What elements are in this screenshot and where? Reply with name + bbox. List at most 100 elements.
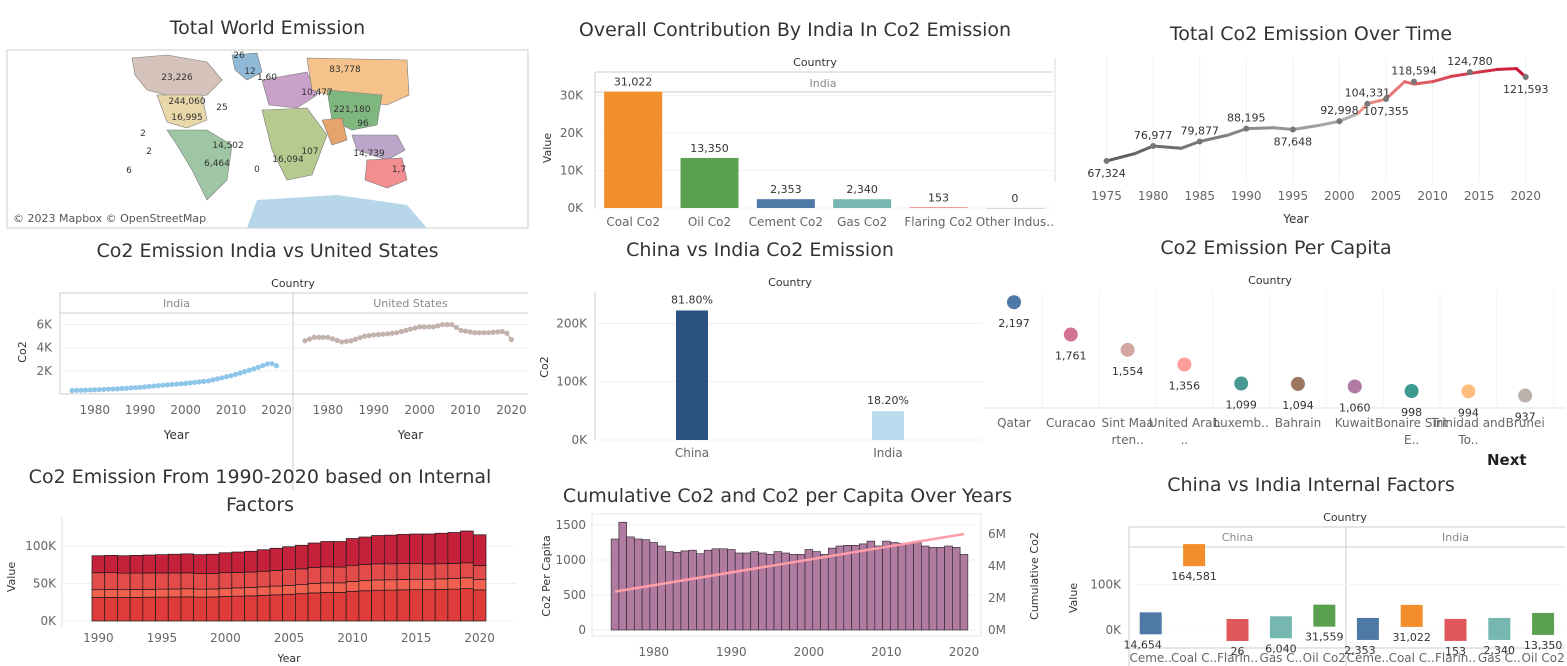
- per-capita-bar: [858, 543, 868, 631]
- map-value-label: 221,180: [333, 105, 370, 115]
- line-segment: [1496, 67, 1518, 71]
- per-capita-bar: [890, 542, 899, 631]
- usa-land: [156, 94, 208, 129]
- x-tick-label: 1995: [1278, 189, 1309, 203]
- stacked-bar-segment: [129, 555, 144, 574]
- per-capita-bar: [874, 545, 883, 631]
- factor-value-label: 13,350: [1524, 639, 1563, 652]
- point-label: 87,648: [1274, 136, 1313, 149]
- bar: [985, 208, 1044, 209]
- stacked-bar-segment: [193, 573, 207, 590]
- world-map[interactable]: 2623,22683,778244,06010,477221,18016,995…: [6, 49, 529, 229]
- x-tick-label: Brunei: [1506, 416, 1545, 430]
- total-over-time-chart: 1975 1980 1985 1990 1995 2000 2005 2010 2015 2020…: [1054, 55, 1548, 226]
- stacked-bar-segment: [256, 570, 271, 588]
- x-tick-label: 2020: [949, 645, 980, 659]
- stacked-bar-segment: [142, 588, 156, 598]
- line-segment: [1133, 144, 1155, 156]
- x-tick-label: 1980: [313, 403, 344, 417]
- stacked-bar-segment: [155, 588, 169, 598]
- point-value-label: 1,554: [1112, 365, 1144, 378]
- per-capita-bar: [680, 550, 689, 631]
- stacked-bar-segment: [409, 563, 423, 580]
- x-tick-label: Bonaire Sint: [1375, 416, 1448, 430]
- stacked-bar-segment: [460, 577, 474, 589]
- point-value-label: 2,197: [998, 317, 1030, 330]
- stacked-bar-segment: [256, 594, 271, 622]
- stacked-bar-segment: [422, 563, 436, 580]
- series-point: [435, 323, 441, 329]
- per-capita-bar: [789, 554, 798, 631]
- line-segment: [1198, 133, 1230, 144]
- factor-value-label: 153: [1445, 645, 1466, 658]
- stacked-bar-segment: [383, 534, 398, 565]
- series-point: [78, 387, 84, 393]
- data-point: [1103, 157, 1110, 164]
- per-capita-bar: [843, 544, 852, 631]
- bar: [680, 157, 739, 208]
- stacked-bar-segment: [244, 571, 258, 588]
- x-tick-label: Gas C..: [1478, 651, 1521, 665]
- map-value-label: 14,739: [353, 149, 385, 159]
- cumulative-title: Cumulative Co2 and Co2 per Capita Over Y…: [562, 485, 1013, 507]
- per-capita-bar: [882, 540, 891, 631]
- map-value-label: 14,502: [212, 141, 244, 151]
- bar: [909, 207, 968, 208]
- series-point: [92, 387, 98, 393]
- per-capita-bar: [696, 553, 705, 631]
- series-point: [417, 324, 423, 330]
- stacked-bar-segment: [434, 532, 449, 565]
- per-capita-title: Co2 Emission Per Capita: [1160, 237, 1392, 259]
- per-capita-bar: [820, 554, 829, 631]
- country-point: [1404, 384, 1419, 399]
- header-label: Country: [768, 276, 812, 289]
- stacked-bar-segment: [422, 578, 436, 591]
- india-vs-us-panel: Co2 Emission India vs United States Coun…: [0, 232, 535, 490]
- factor-mark: [1313, 604, 1336, 627]
- per-capita-bar: [921, 545, 930, 631]
- stacked-bar-segment: [434, 563, 449, 580]
- stacked-bar-segment: [269, 585, 283, 596]
- bar: [833, 199, 892, 208]
- stacked-bar-segment: [307, 567, 322, 584]
- stacked-bar-segment: [383, 589, 398, 622]
- stacked-bar-segment: [218, 572, 233, 589]
- x-tick-label: 2000: [404, 403, 435, 417]
- y-tick-label: 4K: [36, 341, 53, 355]
- per-capita-bar: [719, 548, 728, 631]
- series-point: [311, 334, 317, 340]
- series-point: [196, 379, 202, 385]
- data-point: [1289, 126, 1296, 133]
- y-tick-label: 200K: [556, 316, 588, 330]
- y2-tick-label: 6M: [988, 527, 1006, 541]
- line-segment: [1319, 119, 1341, 127]
- india-contribution-chart: Country India 0K 10K 20K 30K Value 31,022 Coal C…: [541, 56, 1054, 229]
- series-point: [169, 381, 175, 388]
- x-tick-label: 2000: [1324, 189, 1355, 203]
- y-axis-label: Value: [1067, 583, 1080, 613]
- stacked-bar-segment: [91, 589, 106, 598]
- stacked-bar-segment: [269, 594, 283, 622]
- stacked-bar-segment: [256, 586, 271, 596]
- per-capita-bar: [703, 549, 713, 631]
- y-tick-label: 10K: [560, 164, 584, 178]
- series-point: [426, 324, 432, 330]
- y-tick-label: 0K: [567, 201, 584, 215]
- series-point: [453, 324, 459, 331]
- factor-mark: [1488, 617, 1511, 640]
- stacked-bar-segment: [218, 587, 233, 597]
- next-button[interactable]: Next: [1487, 451, 1527, 469]
- series-point: [384, 331, 391, 337]
- series-point: [412, 325, 418, 331]
- country-point: [1461, 384, 1476, 399]
- stacked-bar-segment: [104, 589, 118, 598]
- series-point: [228, 373, 234, 379]
- x-tick-label: 1980: [639, 645, 670, 659]
- per-capita-bar: [711, 548, 720, 631]
- per-capita-chart: Country 2,197 Qatar 1,761 Curacao 1,554 Sint M…: [985, 274, 1565, 447]
- stacked-bar-segment: [91, 572, 106, 591]
- per-capita-bar: [634, 538, 643, 631]
- series-point: [362, 333, 368, 339]
- x-tick-label: Cement Co2: [749, 215, 823, 229]
- x-tick-label: 2000: [210, 631, 241, 645]
